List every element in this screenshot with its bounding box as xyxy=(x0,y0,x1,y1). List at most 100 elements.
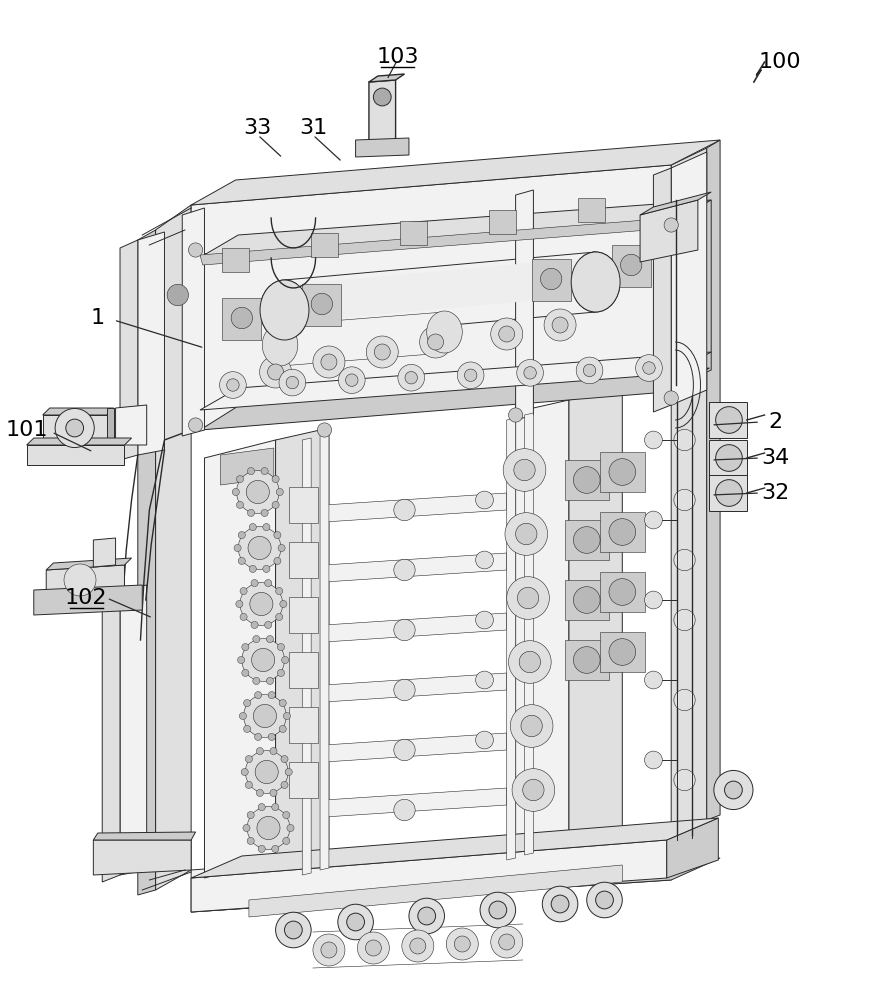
Circle shape xyxy=(270,789,277,796)
Circle shape xyxy=(317,423,332,437)
Text: 34: 34 xyxy=(761,448,789,468)
Polygon shape xyxy=(516,400,569,848)
Circle shape xyxy=(276,912,311,948)
Circle shape xyxy=(242,644,249,651)
Polygon shape xyxy=(369,74,404,82)
Circle shape xyxy=(674,689,695,711)
Circle shape xyxy=(255,760,278,784)
Polygon shape xyxy=(565,640,609,680)
Circle shape xyxy=(645,511,662,529)
Circle shape xyxy=(464,369,477,382)
Polygon shape xyxy=(525,413,533,855)
Circle shape xyxy=(587,882,622,918)
Polygon shape xyxy=(43,408,114,415)
Circle shape xyxy=(514,459,535,481)
Circle shape xyxy=(313,346,345,378)
Circle shape xyxy=(274,557,281,564)
Polygon shape xyxy=(191,835,671,912)
Circle shape xyxy=(245,751,288,793)
Circle shape xyxy=(716,445,742,471)
Polygon shape xyxy=(191,818,718,878)
Circle shape xyxy=(281,781,288,788)
Polygon shape xyxy=(156,205,191,890)
Text: 2: 2 xyxy=(768,412,782,432)
Circle shape xyxy=(609,579,636,605)
Polygon shape xyxy=(324,553,507,582)
Polygon shape xyxy=(671,148,707,835)
Circle shape xyxy=(247,807,290,849)
Circle shape xyxy=(283,812,290,819)
Polygon shape xyxy=(640,200,698,262)
Polygon shape xyxy=(600,452,645,492)
Circle shape xyxy=(245,756,252,763)
Circle shape xyxy=(240,583,283,625)
Circle shape xyxy=(188,243,203,257)
Circle shape xyxy=(446,928,478,960)
Polygon shape xyxy=(400,221,427,245)
Circle shape xyxy=(236,476,244,483)
Circle shape xyxy=(491,318,523,350)
Circle shape xyxy=(252,636,260,643)
Polygon shape xyxy=(289,597,318,633)
Circle shape xyxy=(249,565,256,572)
Circle shape xyxy=(265,580,272,587)
Circle shape xyxy=(276,488,284,496)
Circle shape xyxy=(279,369,306,396)
Circle shape xyxy=(394,799,415,821)
Circle shape xyxy=(277,669,284,676)
Circle shape xyxy=(674,609,695,631)
Polygon shape xyxy=(284,252,596,340)
Ellipse shape xyxy=(262,324,298,366)
Circle shape xyxy=(278,544,285,552)
Ellipse shape xyxy=(260,280,309,340)
Circle shape xyxy=(374,344,390,360)
Circle shape xyxy=(227,379,239,391)
Circle shape xyxy=(394,559,415,581)
Circle shape xyxy=(645,591,662,609)
Polygon shape xyxy=(302,284,341,326)
Polygon shape xyxy=(289,707,318,743)
Circle shape xyxy=(268,692,276,699)
Circle shape xyxy=(277,644,284,651)
Circle shape xyxy=(261,509,268,516)
Polygon shape xyxy=(138,230,156,895)
Polygon shape xyxy=(200,218,674,265)
Circle shape xyxy=(242,639,284,681)
Circle shape xyxy=(519,651,541,673)
Text: 31: 31 xyxy=(299,118,327,138)
Polygon shape xyxy=(516,190,533,420)
Ellipse shape xyxy=(572,252,621,312)
Circle shape xyxy=(285,768,292,776)
Polygon shape xyxy=(191,165,671,255)
Polygon shape xyxy=(324,673,507,702)
Circle shape xyxy=(409,898,444,934)
Circle shape xyxy=(283,837,290,844)
Polygon shape xyxy=(653,168,671,412)
Circle shape xyxy=(261,468,268,475)
Circle shape xyxy=(398,364,425,391)
Circle shape xyxy=(609,639,636,665)
Circle shape xyxy=(509,641,551,683)
Polygon shape xyxy=(196,200,711,260)
Polygon shape xyxy=(138,232,164,455)
Circle shape xyxy=(256,748,263,755)
Circle shape xyxy=(238,532,245,539)
Circle shape xyxy=(268,733,276,740)
Polygon shape xyxy=(284,257,596,323)
Polygon shape xyxy=(667,818,718,878)
Circle shape xyxy=(365,940,381,956)
Circle shape xyxy=(321,942,337,958)
Circle shape xyxy=(167,284,188,306)
Circle shape xyxy=(573,467,600,493)
Circle shape xyxy=(573,587,600,613)
Polygon shape xyxy=(43,415,107,445)
Polygon shape xyxy=(709,440,747,476)
Text: 33: 33 xyxy=(244,118,272,138)
Circle shape xyxy=(645,431,662,449)
Circle shape xyxy=(268,364,284,380)
Polygon shape xyxy=(667,200,711,390)
Circle shape xyxy=(517,360,543,386)
Circle shape xyxy=(232,488,239,496)
Polygon shape xyxy=(289,542,318,578)
Circle shape xyxy=(420,326,452,358)
